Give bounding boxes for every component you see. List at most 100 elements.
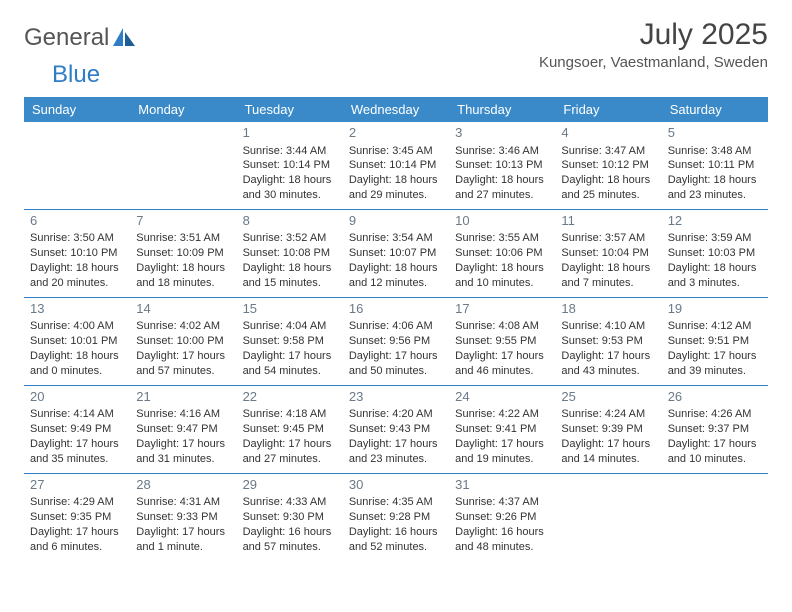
daylight-text: Daylight: 18 hours: [243, 173, 337, 188]
sunset-text: Sunset: 9:49 PM: [30, 422, 124, 437]
calendar-day-cell: [555, 473, 661, 560]
day-number: 28: [136, 476, 230, 494]
sunrise-text: Sunrise: 3:54 AM: [349, 231, 443, 246]
daylight-text: and 54 minutes.: [243, 364, 337, 379]
calendar-header-row: SundayMondayTuesdayWednesdayThursdayFrid…: [24, 97, 768, 122]
day-number: 25: [561, 388, 655, 406]
calendar-day-cell: 14Sunrise: 4:02 AMSunset: 10:00 PMDaylig…: [130, 297, 236, 385]
daylight-text: Daylight: 18 hours: [30, 261, 124, 276]
daylight-text: Daylight: 18 hours: [668, 261, 762, 276]
month-title: July 2025: [539, 18, 768, 52]
sunset-text: Sunset: 10:08 PM: [243, 246, 337, 261]
daylight-text: Daylight: 17 hours: [243, 349, 337, 364]
sunrise-text: Sunrise: 4:16 AM: [136, 407, 230, 422]
sunset-text: Sunset: 10:07 PM: [349, 246, 443, 261]
day-number: 10: [455, 212, 549, 230]
daylight-text: and 20 minutes.: [30, 276, 124, 291]
calendar-day-cell: 9Sunrise: 3:54 AMSunset: 10:07 PMDayligh…: [343, 209, 449, 297]
sunrise-text: Sunrise: 4:04 AM: [243, 319, 337, 334]
daylight-text: Daylight: 17 hours: [30, 437, 124, 452]
weekday-header: Tuesday: [237, 97, 343, 122]
daylight-text: and 30 minutes.: [243, 188, 337, 203]
daylight-text: Daylight: 17 hours: [668, 349, 762, 364]
daylight-text: Daylight: 18 hours: [668, 173, 762, 188]
weekday-header: Wednesday: [343, 97, 449, 122]
calendar-day-cell: 16Sunrise: 4:06 AMSunset: 9:56 PMDayligh…: [343, 297, 449, 385]
day-number: 27: [30, 476, 124, 494]
day-number: 23: [349, 388, 443, 406]
calendar-day-cell: 25Sunrise: 4:24 AMSunset: 9:39 PMDayligh…: [555, 385, 661, 473]
calendar-day-cell: 1Sunrise: 3:44 AMSunset: 10:14 PMDayligh…: [237, 122, 343, 209]
sail-icon: [113, 28, 135, 48]
weekday-header: Thursday: [449, 97, 555, 122]
sunset-text: Sunset: 9:43 PM: [349, 422, 443, 437]
calendar-day-cell: 6Sunrise: 3:50 AMSunset: 10:10 PMDayligh…: [24, 209, 130, 297]
calendar-day-cell: 11Sunrise: 3:57 AMSunset: 10:04 PMDaylig…: [555, 209, 661, 297]
daylight-text: Daylight: 17 hours: [349, 349, 443, 364]
weekday-header: Friday: [555, 97, 661, 122]
sunrise-text: Sunrise: 4:18 AM: [243, 407, 337, 422]
day-number: 12: [668, 212, 762, 230]
calendar-day-cell: 10Sunrise: 3:55 AMSunset: 10:06 PMDaylig…: [449, 209, 555, 297]
calendar-day-cell: 20Sunrise: 4:14 AMSunset: 9:49 PMDayligh…: [24, 385, 130, 473]
calendar-day-cell: 28Sunrise: 4:31 AMSunset: 9:33 PMDayligh…: [130, 473, 236, 560]
calendar-week-row: 27Sunrise: 4:29 AMSunset: 9:35 PMDayligh…: [24, 473, 768, 560]
sunset-text: Sunset: 10:10 PM: [30, 246, 124, 261]
sunset-text: Sunset: 9:58 PM: [243, 334, 337, 349]
sunrise-text: Sunrise: 4:10 AM: [561, 319, 655, 334]
sunrise-text: Sunrise: 4:08 AM: [455, 319, 549, 334]
sunset-text: Sunset: 10:06 PM: [455, 246, 549, 261]
daylight-text: Daylight: 17 hours: [561, 437, 655, 452]
sunrise-text: Sunrise: 3:57 AM: [561, 231, 655, 246]
day-number: 13: [30, 300, 124, 318]
daylight-text: Daylight: 18 hours: [243, 261, 337, 276]
calendar-week-row: 6Sunrise: 3:50 AMSunset: 10:10 PMDayligh…: [24, 209, 768, 297]
daylight-text: Daylight: 18 hours: [349, 173, 443, 188]
calendar-week-row: 20Sunrise: 4:14 AMSunset: 9:49 PMDayligh…: [24, 385, 768, 473]
brand-part1: General: [24, 24, 109, 52]
sunrise-text: Sunrise: 3:52 AM: [243, 231, 337, 246]
daylight-text: and 29 minutes.: [349, 188, 443, 203]
sunset-text: Sunset: 9:41 PM: [455, 422, 549, 437]
sunrise-text: Sunrise: 3:45 AM: [349, 144, 443, 159]
daylight-text: and 57 minutes.: [243, 540, 337, 555]
sunrise-text: Sunrise: 4:06 AM: [349, 319, 443, 334]
calendar-day-cell: 31Sunrise: 4:37 AMSunset: 9:26 PMDayligh…: [449, 473, 555, 560]
calendar-day-cell: 22Sunrise: 4:18 AMSunset: 9:45 PMDayligh…: [237, 385, 343, 473]
sunset-text: Sunset: 10:04 PM: [561, 246, 655, 261]
daylight-text: and 23 minutes.: [668, 188, 762, 203]
day-number: 4: [561, 124, 655, 142]
sunset-text: Sunset: 10:09 PM: [136, 246, 230, 261]
day-number: 14: [136, 300, 230, 318]
sunrise-text: Sunrise: 4:33 AM: [243, 495, 337, 510]
sunrise-text: Sunrise: 4:02 AM: [136, 319, 230, 334]
sunset-text: Sunset: 10:01 PM: [30, 334, 124, 349]
daylight-text: Daylight: 18 hours: [455, 261, 549, 276]
daylight-text: Daylight: 17 hours: [136, 437, 230, 452]
calendar-day-cell: [662, 473, 768, 560]
daylight-text: and 27 minutes.: [243, 452, 337, 467]
daylight-text: and 7 minutes.: [561, 276, 655, 291]
calendar-day-cell: 29Sunrise: 4:33 AMSunset: 9:30 PMDayligh…: [237, 473, 343, 560]
sunset-text: Sunset: 9:51 PM: [668, 334, 762, 349]
sunset-text: Sunset: 9:35 PM: [30, 510, 124, 525]
daylight-text: Daylight: 17 hours: [136, 525, 230, 540]
daylight-text: and 10 minutes.: [455, 276, 549, 291]
day-number: 15: [243, 300, 337, 318]
sunrise-text: Sunrise: 4:37 AM: [455, 495, 549, 510]
sunset-text: Sunset: 9:56 PM: [349, 334, 443, 349]
daylight-text: and 48 minutes.: [455, 540, 549, 555]
calendar-day-cell: 2Sunrise: 3:45 AMSunset: 10:14 PMDayligh…: [343, 122, 449, 209]
daylight-text: and 43 minutes.: [561, 364, 655, 379]
day-number: 24: [455, 388, 549, 406]
daylight-text: and 46 minutes.: [455, 364, 549, 379]
daylight-text: and 12 minutes.: [349, 276, 443, 291]
day-number: 16: [349, 300, 443, 318]
daylight-text: Daylight: 17 hours: [30, 525, 124, 540]
daylight-text: Daylight: 17 hours: [455, 349, 549, 364]
daylight-text: Daylight: 18 hours: [30, 349, 124, 364]
calendar-day-cell: [130, 122, 236, 209]
sunset-text: Sunset: 10:13 PM: [455, 158, 549, 173]
sunrise-text: Sunrise: 4:14 AM: [30, 407, 124, 422]
daylight-text: Daylight: 17 hours: [349, 437, 443, 452]
